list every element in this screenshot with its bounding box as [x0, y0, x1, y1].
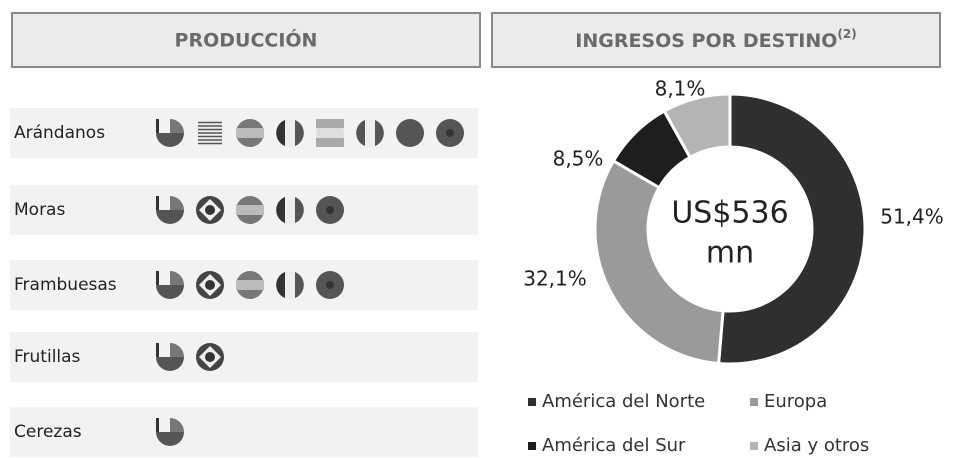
flag-icon	[316, 119, 344, 128]
row-label: Moras	[14, 200, 65, 220]
flag-icon	[205, 205, 215, 215]
legend-label: Europa	[764, 391, 827, 412]
legend-swatch	[750, 398, 758, 406]
flag-icon	[205, 352, 215, 362]
production-title: PRODUCCIÓN	[175, 28, 318, 52]
flag-icon	[326, 206, 334, 214]
flag-icon	[316, 138, 344, 147]
flag-icon	[156, 432, 184, 446]
row-label: Frambuesas	[14, 275, 117, 295]
flag-icon	[276, 272, 285, 298]
flag-icon	[276, 197, 285, 223]
flag-icon	[295, 197, 304, 223]
flag-icon	[156, 418, 159, 432]
flag-icon	[236, 205, 264, 215]
flag-icon	[236, 128, 264, 138]
flag-icon	[156, 271, 159, 285]
chart-title-main: INGRESOS POR DESTINO	[575, 30, 837, 52]
data-label: 8,1%	[655, 77, 706, 101]
chart-title: INGRESOS POR DESTINO(2)	[575, 27, 856, 52]
legend-label: América del Sur	[542, 435, 686, 456]
flag-icon	[396, 119, 424, 147]
center-label: US$536	[671, 196, 788, 231]
data-label: 32,1%	[523, 267, 587, 291]
flag-icon	[356, 120, 365, 146]
row-label: Cerezas	[14, 422, 82, 442]
donut-segment	[662, 92, 732, 160]
legend-swatch	[750, 442, 758, 450]
row-label: Frutillas	[14, 347, 81, 367]
flag-icon	[295, 272, 304, 298]
row-band	[10, 407, 478, 457]
row-label: Arándanos	[14, 123, 105, 143]
flag-icon	[156, 357, 184, 371]
flag-icon	[170, 271, 184, 285]
flag-icon	[156, 133, 184, 147]
donut-segment	[593, 158, 725, 366]
flag-icon	[170, 196, 184, 210]
header-box	[491, 12, 941, 68]
flag-icon	[276, 120, 285, 146]
donut-segment	[716, 92, 867, 366]
flag-icon	[156, 285, 184, 299]
flag-icon	[375, 120, 384, 146]
legend-swatch	[528, 442, 536, 450]
flag-icon	[236, 280, 264, 290]
legend-label: América del Norte	[542, 391, 705, 412]
flag-icon	[156, 210, 184, 224]
flag-icon	[156, 196, 159, 210]
center-label: mn	[706, 236, 754, 271]
header-box	[11, 12, 481, 68]
flag-icon	[170, 343, 184, 357]
row-band	[10, 332, 478, 382]
flag-icon	[156, 119, 159, 133]
flag-icon	[170, 418, 184, 432]
legend-label: Asia y otros	[764, 435, 869, 456]
flag-icon	[156, 343, 159, 357]
data-label: 51,4%	[880, 205, 944, 229]
data-label: 8,5%	[553, 147, 604, 171]
flag-icon	[326, 281, 334, 289]
legend-swatch	[528, 398, 536, 406]
flag-icon	[446, 129, 454, 137]
flag-icon	[205, 280, 215, 290]
flag-icon	[295, 120, 304, 146]
flag-icon	[170, 119, 184, 133]
chart-title-note: (2)	[837, 27, 856, 41]
